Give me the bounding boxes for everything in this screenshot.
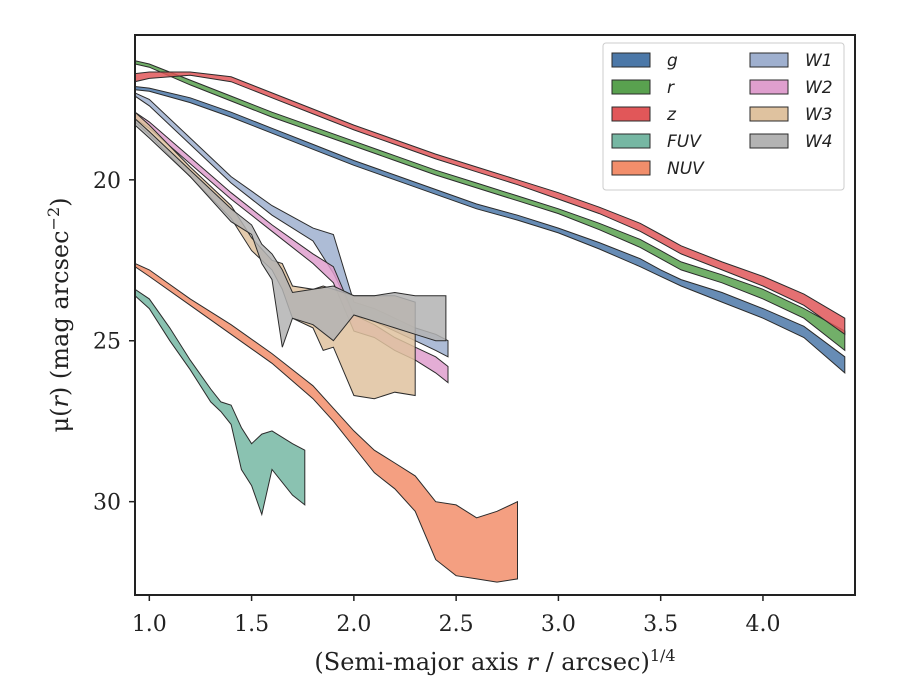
y-tick-label: 30: [93, 491, 121, 516]
y-axis-title: μ(r) (mag arcsec−2): [44, 197, 74, 432]
band-fuv: [135, 288, 306, 517]
y-tick-label: 20: [93, 169, 121, 194]
y-axis-title-prefix: μ(: [46, 408, 74, 433]
x-tick-label: 4.0: [745, 612, 780, 637]
x-tick-label: 2.5: [439, 612, 474, 637]
legend-label-nuv: NUV: [667, 159, 705, 179]
x-tick-label: 1.5: [234, 612, 269, 637]
legend-swatch-g: [611, 52, 651, 68]
band-w1: [135, 92, 449, 358]
y-axis-title-var: r: [46, 395, 74, 408]
legend-label-w2: W2: [805, 78, 833, 98]
band-r: [135, 60, 846, 352]
legend-label-w4: W4: [805, 132, 833, 152]
band-z: [135, 71, 846, 336]
band-w4: [135, 118, 447, 348]
legend-label-w1: W1: [805, 51, 833, 71]
legend-swatch-w3: [749, 106, 789, 122]
legend-swatch-r: [611, 79, 651, 95]
legend-swatch-w4: [749, 133, 789, 149]
plot-frame: [134, 34, 856, 596]
y-axis-title-mid: ) (mag arcsec: [46, 230, 74, 396]
legend-label-w3: W3: [805, 105, 833, 125]
legend-label-fuv: FUV: [667, 132, 702, 152]
band-nuv: [135, 262, 518, 583]
x-axis-title-prefix: (Semi-major axis: [314, 648, 526, 676]
band-w2: [135, 111, 449, 384]
legend: grz FUV NUV W1 W2 W3 W4: [602, 42, 845, 191]
x-tick-label: 3.5: [643, 612, 678, 637]
legend-label-r: r: [667, 78, 675, 98]
y-axis-title-sup: −2: [44, 207, 63, 231]
band-g: [135, 85, 846, 374]
x-tick-label: 2.0: [336, 612, 371, 637]
x-tick-label: 3.0: [541, 612, 576, 637]
legend-label-z: z: [666, 105, 677, 125]
x-axis-title-mid: / arcsec): [538, 648, 650, 676]
x-axis-title-sup: 1/4: [650, 646, 676, 665]
profile-bands: [135, 60, 846, 583]
y-axis-title-suffix: ): [46, 197, 74, 206]
legend-swatch-w2: [749, 79, 789, 95]
y-axis: 20 25 30: [93, 169, 135, 516]
legend-swatch-fuv: [611, 133, 651, 149]
x-axis-title-var: r: [526, 648, 539, 676]
x-axis-title: (Semi-major axis r / arcsec)1/4: [314, 646, 675, 676]
x-tick-label: 1.0: [132, 612, 167, 637]
y-tick-label: 25: [93, 330, 121, 355]
legend-label-g: g: [667, 51, 678, 71]
x-axis: 1.0 1.5 2.0 2.5 3.0 3.5 4.0: [132, 595, 780, 637]
legend-swatch-z: [611, 106, 651, 122]
legend-swatch-nuv: [611, 160, 651, 176]
legend-swatch-w1: [749, 52, 789, 68]
